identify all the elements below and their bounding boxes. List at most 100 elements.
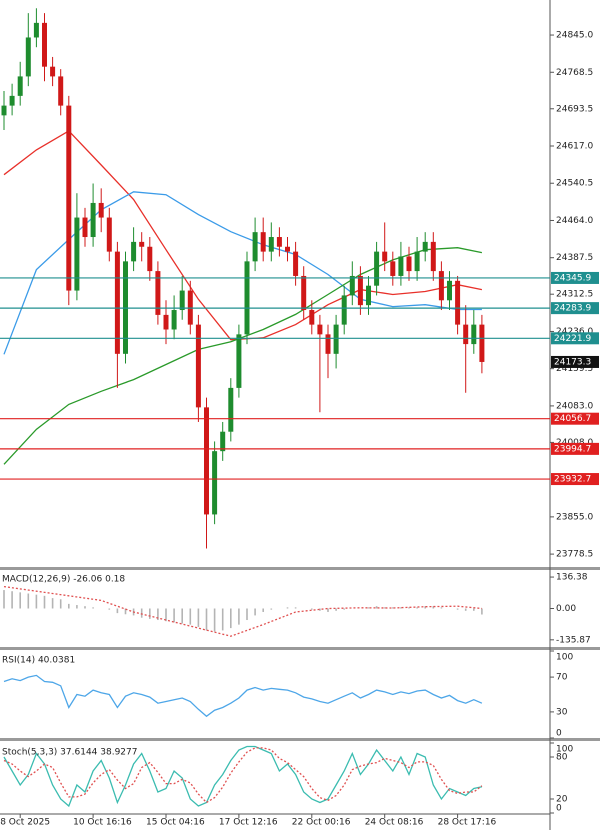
- macd-bar: [481, 608, 483, 615]
- y-tick-label: 24083.0: [556, 401, 593, 411]
- x-tick-label: 22 Oct 00:16: [292, 818, 351, 828]
- macd-bar: [51, 598, 54, 609]
- indicator-line: [3, 747, 483, 804]
- y-tick-label: 24387.5: [556, 253, 593, 263]
- candle-body: [131, 241, 137, 262]
- y-tick-label: 23778.5: [556, 550, 593, 560]
- y-tick-label: 20: [556, 795, 568, 805]
- candle-body: [228, 387, 234, 432]
- last-price-bg: [551, 355, 599, 368]
- candle-body: [50, 66, 56, 77]
- panel-separator: [0, 738, 600, 741]
- candle-body: [252, 232, 258, 262]
- candle-body: [422, 241, 428, 252]
- candle-body: [236, 334, 242, 388]
- level-label-bg: [551, 271, 599, 284]
- macd-bar: [19, 592, 21, 609]
- indicator-line: [3, 585, 482, 637]
- level-label: 23994.7: [554, 444, 591, 454]
- candle-body: [398, 256, 404, 276]
- candle-body: [82, 217, 88, 238]
- macd-bar: [92, 607, 94, 609]
- level-label: 24345.9: [554, 273, 591, 283]
- y-tick-label: 0: [556, 729, 562, 739]
- candle-body: [349, 275, 355, 296]
- candle-body: [17, 76, 23, 96]
- candle-body: [9, 95, 15, 106]
- candle-body: [25, 37, 31, 77]
- macd-bar: [424, 606, 426, 609]
- candle-body: [414, 251, 420, 272]
- level-label-bg: [551, 332, 599, 345]
- indicator-line: [3, 674, 483, 718]
- candle-body: [204, 407, 209, 515]
- macd-bar: [149, 608, 151, 619]
- candle-body: [447, 280, 452, 301]
- macd-bar: [197, 608, 200, 627]
- candle-body: [406, 256, 412, 272]
- level-label: 24221.9: [554, 334, 591, 344]
- macd-bar: [238, 608, 240, 625]
- macd-bar: [270, 608, 273, 610]
- candle-body: [341, 295, 347, 325]
- macd-bar: [327, 608, 329, 612]
- x-tick-label: 28 Oct 17:16: [438, 818, 497, 828]
- macd-bar: [262, 608, 264, 612]
- candle-body: [260, 232, 266, 252]
- level-label-bg: [551, 302, 599, 315]
- candle-body: [179, 290, 185, 311]
- candle-body: [139, 241, 145, 247]
- macd-bar: [254, 608, 256, 616]
- panel-title: RSI(14) 40.0381: [2, 656, 75, 666]
- candle-body: [455, 280, 461, 325]
- macd-bar: [35, 594, 38, 609]
- panel-separator: [0, 567, 600, 570]
- macd-bar: [3, 590, 5, 609]
- y-tick-label: 100: [556, 745, 573, 755]
- y-tick-label: 136.38: [556, 573, 588, 583]
- macd-bar: [432, 606, 435, 609]
- macd-bar: [181, 608, 183, 624]
- macd-bar: [108, 608, 111, 610]
- candle-body: [390, 261, 396, 276]
- indicator-line: [3, 745, 483, 808]
- macd-bar: [400, 607, 402, 609]
- candle-body: [212, 451, 218, 515]
- candle-body: [42, 22, 47, 67]
- y-tick-label: 24693.5: [556, 104, 593, 114]
- candle-body: [155, 271, 161, 315]
- y-tick-label: 23855.0: [556, 512, 593, 522]
- macd-bar: [27, 593, 30, 609]
- y-tick-label: 70: [556, 673, 568, 683]
- candle-body: [309, 310, 315, 325]
- candle-body: [195, 324, 201, 408]
- x-tick-label: 8 Oct 2025: [0, 818, 50, 828]
- macd-bar: [383, 607, 386, 609]
- y-tick-label: 24540.5: [556, 179, 593, 189]
- macd-bar: [416, 607, 418, 609]
- macd-bar: [319, 608, 321, 611]
- y-tick-label: -135.87: [556, 635, 591, 645]
- macd-bar: [43, 595, 46, 609]
- macd-bar: [311, 608, 313, 610]
- macd-bar: [230, 608, 232, 629]
- y-tick-label: 100: [556, 653, 573, 663]
- macd-bar: [173, 608, 175, 623]
- macd-bar: [157, 608, 159, 621]
- macd-bar: [375, 606, 378, 609]
- macd-bar: [76, 605, 78, 609]
- x-tick-label: 15 Oct 04:16: [146, 818, 205, 828]
- x-tick-label: 24 Oct 08:16: [365, 818, 424, 828]
- candle-body: [114, 251, 120, 354]
- level-label-bg: [551, 473, 599, 486]
- candle-body: [317, 324, 323, 335]
- panel-title: Stoch(5,3,3) 37.6144 38.9277: [2, 748, 137, 758]
- macd-bar: [473, 608, 475, 611]
- macd-bar: [221, 608, 224, 631]
- y-tick-label: 0.00: [556, 604, 576, 614]
- candle-body: [66, 105, 72, 291]
- candle-body: [276, 237, 282, 247]
